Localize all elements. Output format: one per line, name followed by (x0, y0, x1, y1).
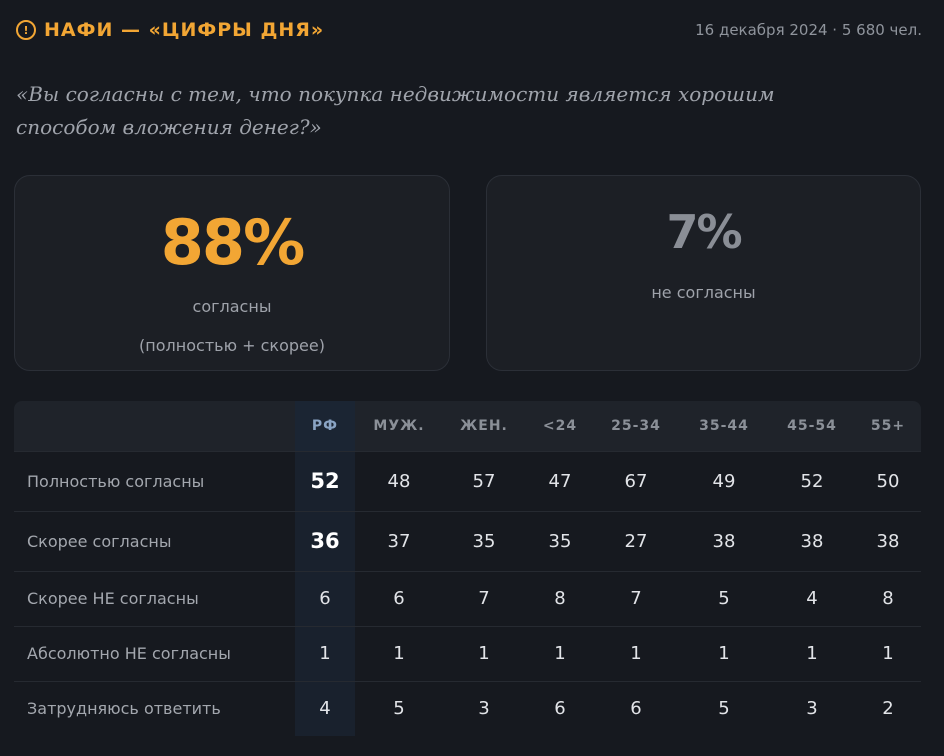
column-header: МУЖ. (373, 418, 425, 434)
table-cell: 38 (712, 530, 736, 552)
table-cell: 50 (876, 470, 900, 492)
column-header: 45-54 (787, 418, 837, 434)
column-header: 55+ (870, 418, 906, 434)
table-cell: 35 (548, 530, 572, 552)
column-header: РФ (311, 418, 339, 434)
results-table: РФ МУЖ. ЖЕН. <24 25-34 35-44 45-54 55+ Полностью… (14, 401, 921, 736)
brand: ! НАФИ — «ЦИФРЫ ДНЯ» (16, 19, 324, 41)
table-cell: 6 (319, 588, 331, 609)
row-divider (14, 571, 921, 572)
table-cell: 52 (800, 470, 824, 492)
row-label: Скорее согласны (27, 531, 172, 551)
agree-card: 88% согласны (полностью + скорее) (14, 175, 450, 371)
table-cell: 5 (393, 698, 405, 719)
brand-title: НАФИ — «ЦИФРЫ ДНЯ» (44, 19, 325, 41)
table-cell: 8 (882, 588, 894, 609)
row-divider (14, 511, 921, 512)
table-cell: 35 (472, 530, 496, 552)
table-cell: 5 (718, 698, 730, 719)
row-divider (14, 681, 921, 682)
table-cell: 6 (554, 698, 566, 719)
table-header-row (14, 401, 921, 451)
table-cell: 1 (319, 643, 331, 664)
exclamation-circle-icon: ! (16, 20, 36, 40)
table-cell: 52 (310, 469, 340, 493)
table-cell: 57 (472, 470, 496, 492)
row-divider (14, 451, 921, 452)
row-label: Абсолютно НЕ согласны (27, 644, 231, 663)
table-cell: 37 (387, 530, 411, 552)
disagree-value: 7% (666, 205, 742, 259)
table-cell: 4 (806, 588, 818, 609)
table-cell: 1 (882, 643, 894, 664)
agree-label: согласны (192, 297, 272, 316)
rf-header-highlight (295, 401, 355, 451)
table-cell: 3 (478, 698, 490, 719)
table-cell: 1 (806, 643, 818, 664)
table-cell: 7 (478, 588, 490, 609)
table-cell: 1 (630, 643, 642, 664)
survey-question: «Вы согласны с тем, что покупка недвижим… (16, 82, 775, 139)
table-cell: 2 (882, 698, 894, 719)
table-cell: 1 (478, 643, 490, 664)
agree-sublabel: (полностью + скорее) (139, 336, 325, 355)
header: ! НАФИ — «ЦИФРЫ ДНЯ» 16 декабря 2024 · 5… (16, 16, 922, 44)
table-cell: 49 (712, 470, 736, 492)
rf-column-highlight (295, 401, 355, 736)
table-cell: 4 (319, 698, 331, 719)
table-cell: 38 (800, 530, 824, 552)
table-cell: 6 (393, 588, 405, 609)
table-cell: 1 (718, 643, 730, 664)
table-cell: 3 (806, 698, 818, 719)
table-cell: 8 (554, 588, 566, 609)
disagree-card: 7% не согласны (486, 175, 921, 371)
row-label: Полностью согласны (27, 471, 205, 491)
survey-meta: 16 декабря 2024 · 5 680 чел. (695, 21, 922, 39)
table-cell: 67 (624, 470, 648, 492)
table-cell: 48 (387, 470, 411, 492)
table-cell: 27 (624, 530, 648, 552)
disagree-label: не согласны (651, 283, 756, 302)
row-label: Затрудняюсь ответить (27, 699, 221, 718)
column-header: 25-34 (611, 418, 661, 434)
table-cell: 38 (876, 530, 900, 552)
column-header: 35-44 (699, 418, 749, 434)
agree-value: 88% (160, 206, 305, 279)
column-header: ЖЕН. (460, 418, 508, 434)
table-cell: 5 (718, 588, 730, 609)
table-cell: 47 (548, 470, 572, 492)
table-cell: 36 (310, 529, 340, 553)
table-cell: 6 (630, 698, 642, 719)
table-cell: 1 (554, 643, 566, 664)
row-divider (14, 626, 921, 627)
row-label: Скорее НЕ согласны (27, 589, 199, 608)
column-header: <24 (542, 418, 578, 434)
table-cell: 7 (630, 588, 642, 609)
table-cell: 1 (393, 643, 405, 664)
